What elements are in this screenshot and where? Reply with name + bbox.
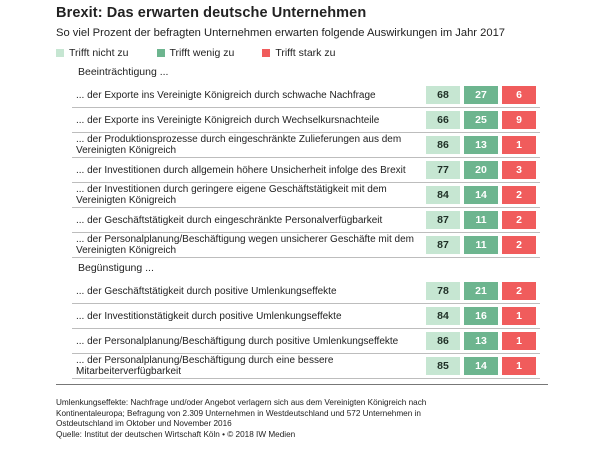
table-row: ... der Investitionstätigkeit durch posi… (72, 304, 540, 329)
value-cell-slightly: 14 (464, 357, 498, 375)
value-cell-not-at-all: 87 (426, 236, 460, 254)
legend-swatch-strongly (262, 49, 271, 57)
row-label: ... der Personalplanung/Beschäftigung we… (76, 234, 414, 256)
value-cell-strongly: 1 (502, 307, 536, 325)
value-cells: 66 25 9 (426, 111, 536, 129)
value-cells: 84 16 1 (426, 307, 536, 325)
legend-label-strongly: Trifft stark zu (275, 47, 336, 59)
table-row: ... der Personalplanung/Beschäftigung du… (72, 329, 540, 354)
footnote: Umlenkungseffekte: Nachfrage und/oder An… (56, 398, 526, 440)
legend-label-slightly: Trifft wenig zu (169, 47, 235, 59)
value-cell-strongly: 9 (502, 111, 536, 129)
chart-title: Brexit: Das erwarten deutsche Unternehme… (56, 5, 367, 21)
value-cell-not-at-all: 68 (426, 86, 460, 104)
chart-subtitle: So viel Prozent der befragten Unternehme… (56, 27, 506, 39)
legend: Trifft nicht zu Trifft wenig zu Trifft s… (56, 47, 335, 59)
table-row: ... der Personalplanung/Beschäftigung du… (72, 354, 540, 379)
value-cells: 68 27 6 (426, 86, 536, 104)
legend-swatch-slightly (156, 49, 165, 57)
value-cells: 78 21 2 (426, 282, 536, 300)
value-cell-strongly: 3 (502, 161, 536, 179)
table-row: ... der Produktionsprozesse durch einges… (72, 133, 540, 158)
group-label: Beeinträchtigung ... (78, 66, 169, 78)
footnote-line: Ostdeutschland im Oktober und November 2… (56, 419, 232, 429)
legend-item-strongly: Trifft stark zu (262, 47, 335, 59)
table-row: ... der Geschäftstätigkeit durch positiv… (72, 279, 540, 304)
table-row: ... der Investitionen durch geringere ei… (72, 183, 540, 208)
value-cells: 87 11 2 (426, 211, 536, 229)
value-cells: 84 14 2 (426, 186, 536, 204)
legend-swatch-not-at-all (56, 49, 64, 57)
value-cell-slightly: 25 (464, 111, 498, 129)
row-label: ... der Produktionsprozesse durch einges… (76, 134, 402, 156)
value-cell-strongly: 1 (502, 332, 536, 350)
value-cell-slightly: 16 (464, 307, 498, 325)
value-cell-not-at-all: 87 (426, 211, 460, 229)
value-cell-not-at-all: 78 (426, 282, 460, 300)
legend-label-not-at-all: Trifft nicht zu (69, 47, 129, 59)
table-row: ... der Personalplanung/Beschäftigung we… (72, 233, 540, 258)
value-cells: 87 11 2 (426, 236, 536, 254)
source-line: Quelle: Institut der deutschen Wirtschaf… (56, 429, 296, 439)
row-label: ... der Geschäftstätigkeit durch eingesc… (76, 214, 383, 226)
value-cell-not-at-all: 66 (426, 111, 460, 129)
value-cell-slightly: 27 (464, 86, 498, 104)
value-cells: 86 13 1 (426, 332, 536, 350)
value-cell-strongly: 6 (502, 86, 536, 104)
value-cell-not-at-all: 77 (426, 161, 460, 179)
value-cell-slightly: 21 (464, 282, 498, 300)
value-cell-slightly: 20 (464, 161, 498, 179)
table-row: ... der Exporte ins Vereinigte Königreic… (72, 83, 540, 108)
value-cell-slightly: 11 (464, 236, 498, 254)
value-cell-strongly: 2 (502, 186, 536, 204)
value-cell-strongly: 2 (502, 236, 536, 254)
table-row: ... der Investitionen durch allgemein hö… (72, 158, 540, 183)
data-table: Beeinträchtigung ... ... der Exporte ins … (72, 62, 540, 379)
value-cell-slightly: 11 (464, 211, 498, 229)
table-row: ... der Geschäftstätigkeit durch eingesc… (72, 208, 540, 233)
row-label: ... der Geschäftstätigkeit durch positiv… (76, 285, 337, 297)
legend-item-not-at-all: Trifft nicht zu (56, 47, 129, 59)
legend-item-slightly: Trifft wenig zu (156, 47, 235, 59)
row-label: ... der Personalplanung/Beschäftigung du… (76, 335, 399, 347)
row-label: ... der Investitionen durch allgemein hö… (76, 164, 406, 176)
row-label: ... der Investitionen durch geringere ei… (76, 184, 387, 206)
footnote-line: Umlenkungseffekte: Nachfrage und/oder An… (56, 398, 427, 407)
value-cell-slightly: 13 (464, 332, 498, 350)
value-cell-slightly: 14 (464, 186, 498, 204)
value-cells: 86 13 1 (426, 136, 536, 154)
value-cell-strongly: 2 (502, 211, 536, 229)
value-cell-not-at-all: 85 (426, 357, 460, 375)
table-row: ... der Exporte ins Vereinigte Königreic… (72, 108, 540, 133)
value-cell-not-at-all: 84 (426, 307, 460, 325)
footnote-divider (56, 384, 548, 385)
footnote-line: Kontinentaleuropa; Befragung von 2.309 U… (56, 408, 421, 418)
value-cell-strongly: 1 (502, 136, 536, 154)
row-label: ... der Investitionstätigkeit durch posi… (76, 310, 342, 322)
value-cell-not-at-all: 84 (426, 186, 460, 204)
group-label: Begünstigung ... (78, 262, 154, 274)
value-cells: 77 20 3 (426, 161, 536, 179)
value-cell-not-at-all: 86 (426, 136, 460, 154)
row-label: ... der Exporte ins Vereinigte Königreic… (76, 114, 380, 126)
row-label: ... der Personalplanung/Beschäftigung du… (76, 355, 334, 377)
value-cells: 85 14 1 (426, 357, 536, 375)
row-label: ... der Exporte ins Vereinigte Königreic… (76, 89, 376, 101)
value-cell-not-at-all: 86 (426, 332, 460, 350)
value-cell-slightly: 13 (464, 136, 498, 154)
value-cell-strongly: 2 (502, 282, 536, 300)
value-cell-strongly: 1 (502, 357, 536, 375)
